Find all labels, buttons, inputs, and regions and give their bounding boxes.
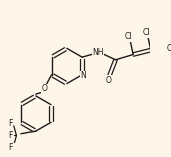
Text: F: F [8, 143, 12, 152]
Text: F: F [8, 119, 12, 128]
Text: O: O [106, 76, 111, 85]
Text: N: N [80, 71, 86, 80]
Text: F: F [8, 131, 12, 140]
Text: Cl: Cl [166, 44, 171, 53]
Text: Cl: Cl [143, 28, 150, 37]
Text: NH: NH [92, 48, 104, 57]
Text: O: O [42, 84, 48, 93]
Text: Cl: Cl [125, 32, 133, 41]
